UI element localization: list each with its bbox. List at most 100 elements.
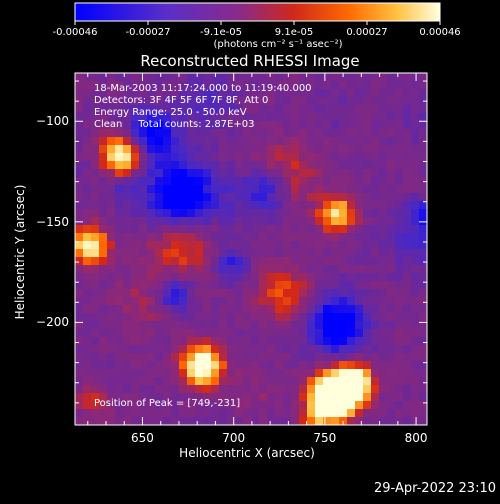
heatmap-cell (147, 113, 156, 122)
heatmap-cell (347, 105, 356, 114)
heatmap-cell (163, 305, 172, 314)
heatmap-cell (323, 161, 332, 170)
heatmap-cell (235, 377, 244, 386)
heatmap-cell (331, 73, 340, 82)
heatmap-cell (379, 289, 388, 298)
heatmap-cell (403, 265, 412, 274)
heatmap-cell (419, 377, 427, 386)
heatmap-cell (315, 169, 324, 178)
heatmap-cell (339, 177, 348, 186)
heatmap-cell (163, 209, 172, 218)
x-tick-label: 750 (313, 431, 337, 445)
heatmap-cell (395, 273, 404, 282)
heatmap-cell (155, 73, 164, 82)
heatmap-cell (179, 273, 188, 282)
heatmap-cell (299, 121, 308, 130)
heatmap-cell (307, 105, 316, 114)
heatmap-cell (99, 97, 108, 106)
heatmap-cell (211, 321, 220, 330)
heatmap-cell (275, 121, 284, 130)
heatmap-cell (299, 289, 308, 298)
heatmap-cell (83, 97, 92, 106)
heatmap-cell (91, 297, 100, 306)
heatmap-cell (323, 129, 332, 138)
heatmap-cell (299, 177, 308, 186)
heatmap-cell (259, 369, 268, 378)
heatmap-cell (299, 145, 308, 154)
heatmap-cell (139, 345, 148, 354)
heatmap-cell (307, 217, 316, 226)
heatmap-cell (235, 313, 244, 322)
heatmap-cell (347, 81, 356, 90)
heatmap-cell (275, 169, 284, 178)
heatmap-cell (163, 225, 172, 234)
heatmap-cell (147, 121, 156, 130)
heatmap-cell (211, 225, 220, 234)
heatmap-cell (307, 265, 316, 274)
heatmap-cell (219, 417, 228, 425)
heatmap-cell (227, 153, 236, 162)
peak-position-label: Position of Peak = [749,-231] (94, 398, 241, 409)
heatmap-cell (211, 217, 220, 226)
heatmap-cell (155, 81, 164, 90)
heatmap-cell (179, 385, 188, 394)
heatmap-cell (187, 209, 196, 218)
heatmap-cell (323, 409, 332, 418)
heatmap-cell (323, 153, 332, 162)
heatmap-cell (235, 337, 244, 346)
heatmap-cell (355, 121, 364, 130)
heatmap-cell (91, 161, 100, 170)
heatmap-cell (339, 81, 348, 90)
heatmap-cell (363, 369, 372, 378)
heatmap-cell (83, 185, 92, 194)
heatmap-cell (163, 257, 172, 266)
heatmap-cell (291, 81, 300, 90)
heatmap-cell (251, 409, 260, 418)
heatmap-cell (187, 393, 196, 402)
heatmap-cell (355, 369, 364, 378)
heatmap-cell (283, 89, 292, 98)
heatmap-cell (419, 105, 427, 114)
heatmap-cell (395, 361, 404, 370)
heatmap-cell (387, 305, 396, 314)
heatmap-cell (99, 249, 108, 258)
heatmap-cell (403, 105, 412, 114)
heatmap-cell (307, 401, 316, 410)
heatmap-cell (379, 369, 388, 378)
heatmap-cell (203, 153, 212, 162)
heatmap-cell (339, 89, 348, 98)
heatmap-cell (275, 289, 284, 298)
heatmap-cell (355, 353, 364, 362)
heatmap-cell (163, 105, 172, 114)
heatmap-cell (379, 121, 388, 130)
heatmap-cell (259, 113, 268, 122)
heatmap-cell (243, 417, 252, 425)
heatmap-cell (395, 97, 404, 106)
heatmap-cell (123, 129, 132, 138)
heatmap-cell (203, 345, 212, 354)
heatmap-cell (307, 361, 316, 370)
heatmap-cell (91, 73, 100, 82)
heatmap-cell (83, 193, 92, 202)
heatmap-cell (227, 369, 236, 378)
heatmap-cell (123, 121, 132, 130)
heatmap-cell (99, 233, 108, 242)
heatmap-cell (371, 313, 380, 322)
heatmap-cell (347, 121, 356, 130)
heatmap-cell (379, 313, 388, 322)
heatmap-cell (131, 113, 140, 122)
heatmap-cell (179, 233, 188, 242)
heatmap-cell (155, 273, 164, 282)
heatmap-cell (91, 121, 100, 130)
heatmap-cell (115, 409, 124, 418)
heatmap-cell (131, 257, 140, 266)
heatmap-cell (411, 241, 420, 250)
heatmap-cell (163, 129, 172, 138)
heatmap-cell (99, 321, 108, 330)
heatmap-cell (147, 81, 156, 90)
heatmap-cell (291, 377, 300, 386)
heatmap-cell (179, 409, 188, 418)
heatmap-cell (347, 345, 356, 354)
heatmap-cell (163, 361, 172, 370)
heatmap-cell (91, 409, 100, 418)
